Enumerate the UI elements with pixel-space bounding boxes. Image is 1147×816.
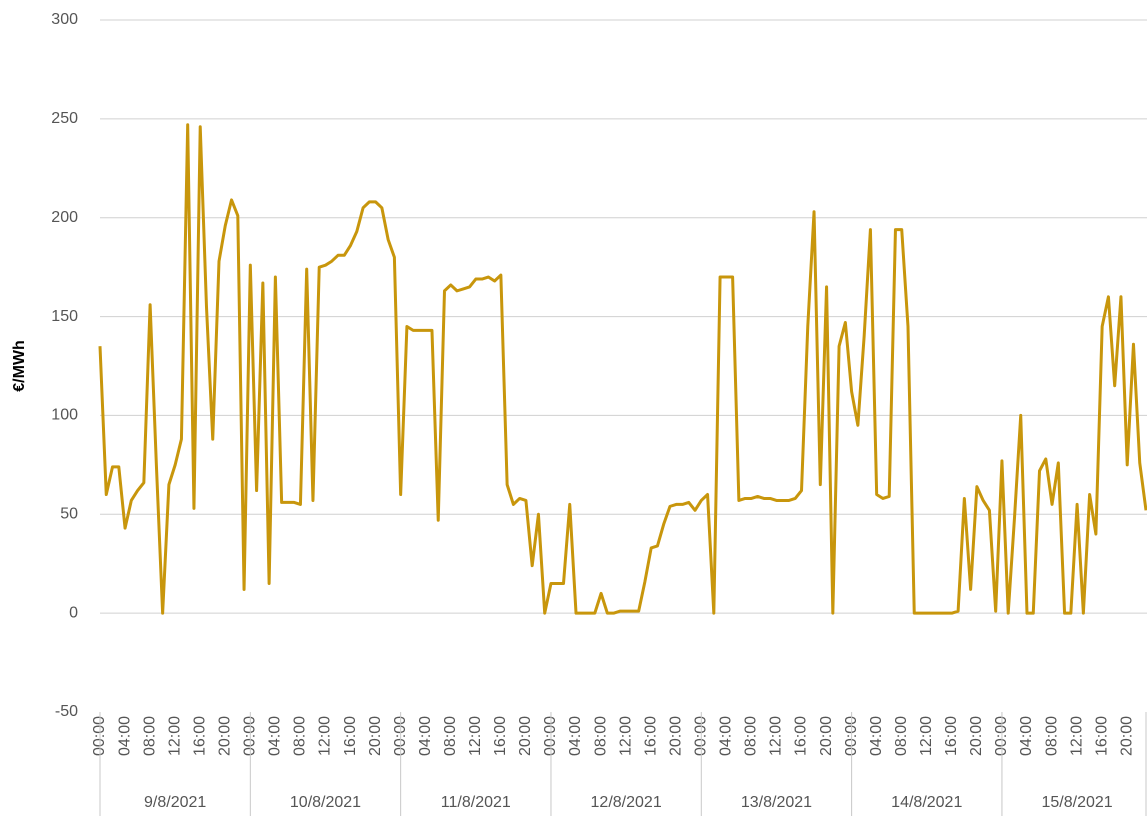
x-tick-label: 20:00 bbox=[216, 716, 233, 756]
price-line bbox=[98, 123, 1147, 615]
x-tick-label: 08:00 bbox=[893, 716, 910, 756]
x-tick-label: 16:00 bbox=[342, 716, 359, 756]
day-label: 14/8/2021 bbox=[891, 794, 962, 811]
x-tick-label: 04:00 bbox=[267, 716, 284, 756]
y-axis-label: €/MWh bbox=[11, 340, 28, 392]
day-label: 13/8/2021 bbox=[741, 794, 812, 811]
x-tick-label: 20:00 bbox=[1118, 716, 1135, 756]
day-label: 9/8/2021 bbox=[144, 794, 206, 811]
day-label: 10/8/2021 bbox=[290, 794, 361, 811]
x-tick-label: 20:00 bbox=[818, 716, 835, 756]
x-tick-label: 04:00 bbox=[116, 716, 133, 756]
y-tick-label: 0 bbox=[69, 604, 78, 621]
y-tick-label: 250 bbox=[51, 110, 78, 127]
x-tick-label: 08:00 bbox=[1043, 716, 1060, 756]
x-tick-label: 12:00 bbox=[166, 716, 183, 756]
x-tick-label: 20:00 bbox=[367, 716, 384, 756]
y-tick-label: 200 bbox=[51, 209, 78, 226]
x-tick-label: 04:00 bbox=[417, 716, 434, 756]
x-tick-label: 16:00 bbox=[642, 716, 659, 756]
y-tick-label: 100 bbox=[51, 407, 78, 424]
x-tick-label: 12:00 bbox=[1068, 716, 1085, 756]
x-tick-label: 20:00 bbox=[667, 716, 684, 756]
x-tick-label: 12:00 bbox=[768, 716, 785, 756]
day-label: 11/8/2021 bbox=[441, 794, 511, 811]
x-tick-label: 16:00 bbox=[191, 716, 208, 756]
x-tick-label: 08:00 bbox=[292, 716, 309, 756]
x-tick-label: 12:00 bbox=[467, 716, 484, 756]
x-tick-label: 08:00 bbox=[442, 716, 459, 756]
x-tick-label: 08:00 bbox=[141, 716, 158, 756]
x-tick-label: 20:00 bbox=[968, 716, 985, 756]
x-tick-label: 12:00 bbox=[617, 716, 634, 756]
y-tick-label: -50 bbox=[55, 703, 78, 720]
x-tick-label: 04:00 bbox=[567, 716, 584, 756]
x-tick-label: 20:00 bbox=[517, 716, 534, 756]
x-tick-label: 04:00 bbox=[868, 716, 885, 756]
x-tick-label: 16:00 bbox=[1093, 716, 1110, 756]
day-label: 12/8/2021 bbox=[591, 794, 662, 811]
x-tick-label: 12:00 bbox=[317, 716, 334, 756]
x-tick-label: 08:00 bbox=[743, 716, 760, 756]
x-tick-label: 16:00 bbox=[943, 716, 960, 756]
y-tick-label: 150 bbox=[51, 308, 78, 325]
x-tick-label: 04:00 bbox=[1018, 716, 1035, 756]
x-tick-label: 16:00 bbox=[492, 716, 509, 756]
x-tick-label: 12:00 bbox=[918, 716, 935, 756]
x-tick-label: 08:00 bbox=[592, 716, 609, 756]
y-tick-label: 300 bbox=[51, 11, 78, 28]
day-label: 15/8/2021 bbox=[1042, 794, 1113, 811]
y-tick-label: 50 bbox=[60, 506, 78, 523]
x-tick-label: 04:00 bbox=[718, 716, 735, 756]
x-tick-label: 16:00 bbox=[793, 716, 810, 756]
